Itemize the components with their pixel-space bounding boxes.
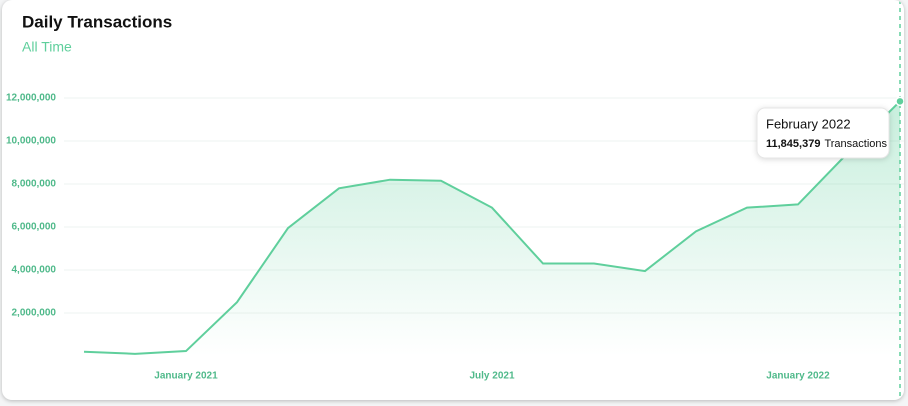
- hover-point: [895, 96, 904, 107]
- chart: Daily Transactions All Time 2,000,000 4,0…: [6, 0, 904, 400]
- y-tick-label: 10,000,000: [6, 136, 56, 147]
- line: [83, 100, 901, 355]
- y-tick-label: 6,000,000: [12, 222, 57, 233]
- tooltip-title: February 2022: [766, 116, 851, 131]
- tooltip-value: 11,845,379 Transactions: [766, 138, 888, 150]
- y-tick-label: 2,000,000: [12, 308, 57, 319]
- x-tick-label: January 2022: [766, 371, 830, 382]
- chart-card: Daily Transactions All Time 2,000,000 4,0…: [2, 0, 904, 400]
- y-tick-label: 12,000,000: [6, 93, 56, 104]
- tooltip-unit: Transactions: [824, 138, 887, 150]
- y-tick-label: 8,000,000: [12, 179, 57, 190]
- x-tick-label: January 2021: [154, 371, 218, 382]
- x-tick-label: July 2021: [469, 371, 514, 382]
- tooltip-box: [756, 107, 890, 159]
- chart-subtitle: All Time: [22, 39, 72, 55]
- chart-title: Daily Transactions: [22, 12, 172, 31]
- area-fill: [84, 101, 900, 357]
- y-tick-label: 4,000,000: [12, 265, 57, 276]
- tooltip-number: 11,845,379: [766, 138, 820, 150]
